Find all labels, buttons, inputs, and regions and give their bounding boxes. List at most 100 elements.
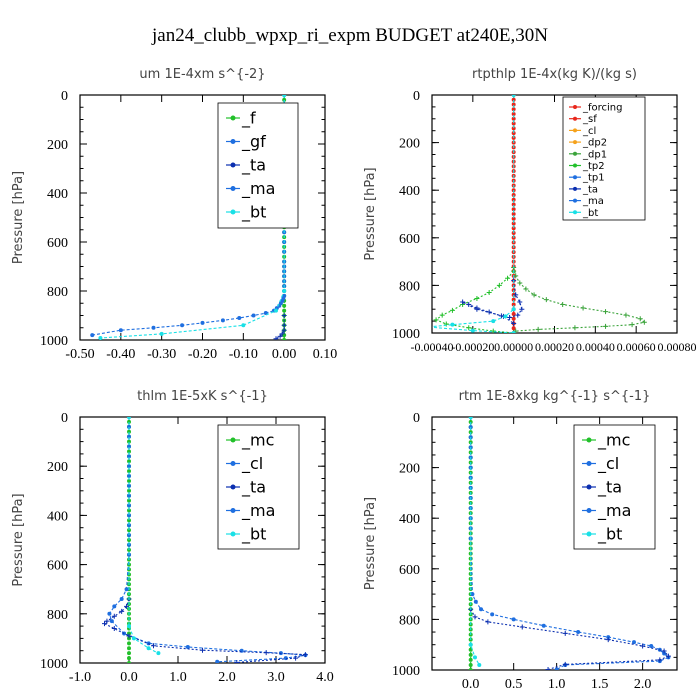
y-tick-label: 800 [399, 279, 420, 294]
legend-entry-label: _dp2 [582, 138, 607, 149]
legend-swatch-marker [230, 484, 236, 490]
data-point [470, 592, 475, 597]
data-point [519, 624, 525, 630]
data-point [466, 325, 472, 331]
data-point [629, 322, 635, 328]
legend-entry-label: _cl [597, 454, 619, 474]
legend-entry-label: _bt [241, 525, 266, 545]
data-point [576, 630, 581, 635]
chart-panel-2: rtpthlp 1E-4x(kg K)/(kg s) Pressure [hPa]… [363, 67, 697, 354]
x-tick-label: 2.0 [634, 677, 652, 692]
series-line [470, 417, 480, 666]
x-tick-label: -0.40 [106, 347, 135, 362]
data-point [562, 661, 568, 667]
legend-swatch-marker [573, 175, 577, 180]
data-point [439, 312, 445, 318]
data-point [251, 313, 256, 318]
data-point [127, 417, 131, 419]
data-point [511, 207, 516, 212]
x-tick-label: -0.30 [147, 347, 176, 362]
data-point [511, 316, 516, 321]
legend-swatch-marker [573, 151, 577, 156]
data-point [127, 646, 131, 651]
y-tick-label: 0 [61, 89, 68, 104]
data-point [486, 290, 492, 296]
data-point [90, 333, 95, 338]
y-tick-label: 600 [399, 563, 420, 578]
data-point [111, 626, 117, 632]
data-point [640, 643, 646, 649]
legend-entry-label: _ma [582, 196, 604, 207]
panel-title: rtpthlp 1E-4x(kg K)/(kg s) [472, 67, 637, 82]
data-point [127, 444, 131, 449]
data-point [511, 216, 516, 221]
data-point [277, 333, 283, 339]
legend-swatch-marker [573, 186, 577, 191]
x-tick-label: 0.0 [120, 670, 138, 685]
data-point [126, 633, 132, 639]
data-point [104, 618, 110, 624]
data-point [281, 313, 287, 318]
data-point [127, 454, 131, 459]
data-point [274, 308, 278, 313]
x-tick-label: -0.20 [188, 347, 217, 362]
data-point [127, 651, 131, 656]
chart-panel-4: rtm 1E-8xkg kg^{-1} s^{-1} Pressure [hPa]… [363, 389, 678, 692]
y-tick-label: 600 [399, 232, 420, 247]
x-tick-label: 1.0 [548, 677, 566, 692]
data-point [511, 226, 516, 231]
legend-entry-label: _f [241, 109, 256, 129]
data-point [127, 661, 131, 663]
data-point [505, 275, 511, 281]
data-point [507, 315, 513, 321]
data-point [641, 319, 647, 325]
panel-title: rtm 1E-8xkg kg^{-1} s^{-1} [459, 389, 651, 404]
x-tick-label: 0.5 [505, 677, 523, 692]
x-tick-label: 0.10 [313, 347, 338, 362]
data-point [545, 666, 551, 670]
data-point [131, 636, 136, 641]
data-point [241, 323, 246, 328]
series-line [128, 417, 159, 654]
data-point [472, 655, 477, 660]
data-point [531, 292, 537, 298]
data-point [127, 474, 131, 479]
legend-entry-label: _bt [582, 208, 598, 219]
legend-entry-label: _ma [241, 179, 275, 199]
data-point [127, 464, 131, 469]
data-point [543, 297, 549, 303]
y-axis-label: Pressure [hPa] [11, 493, 26, 586]
data-point [127, 641, 131, 646]
data-point [460, 299, 466, 305]
legend-entry-label: _sf [582, 114, 597, 125]
y-tick-label: 200 [399, 462, 420, 477]
legend-entry-label: _gf [241, 132, 266, 152]
data-point [474, 295, 480, 301]
data-point [511, 302, 516, 307]
data-point [282, 308, 287, 313]
data-point [185, 645, 190, 650]
legend-swatch-marker [230, 186, 236, 191]
data-point [151, 643, 156, 649]
data-point [511, 131, 516, 136]
data-point [541, 623, 546, 628]
data-point [127, 493, 131, 498]
legend-swatch-marker [573, 198, 577, 203]
data-point [468, 662, 473, 667]
y-tick-label: 1000 [40, 657, 68, 672]
series-bt [432, 95, 516, 333]
data-point [649, 643, 654, 648]
legend: _f _gf _ta _ma _bt [217, 102, 299, 229]
x-tick-label: 0.0 [462, 677, 480, 692]
data-point [119, 608, 125, 614]
data-point [662, 651, 667, 656]
data-point [491, 319, 496, 324]
series-bt [468, 417, 482, 667]
data-point [606, 635, 611, 640]
legend-entry-label: _mc [241, 431, 274, 451]
data-point [127, 498, 131, 503]
data-point [523, 286, 529, 292]
data-point [281, 322, 287, 328]
data-point [466, 301, 472, 307]
